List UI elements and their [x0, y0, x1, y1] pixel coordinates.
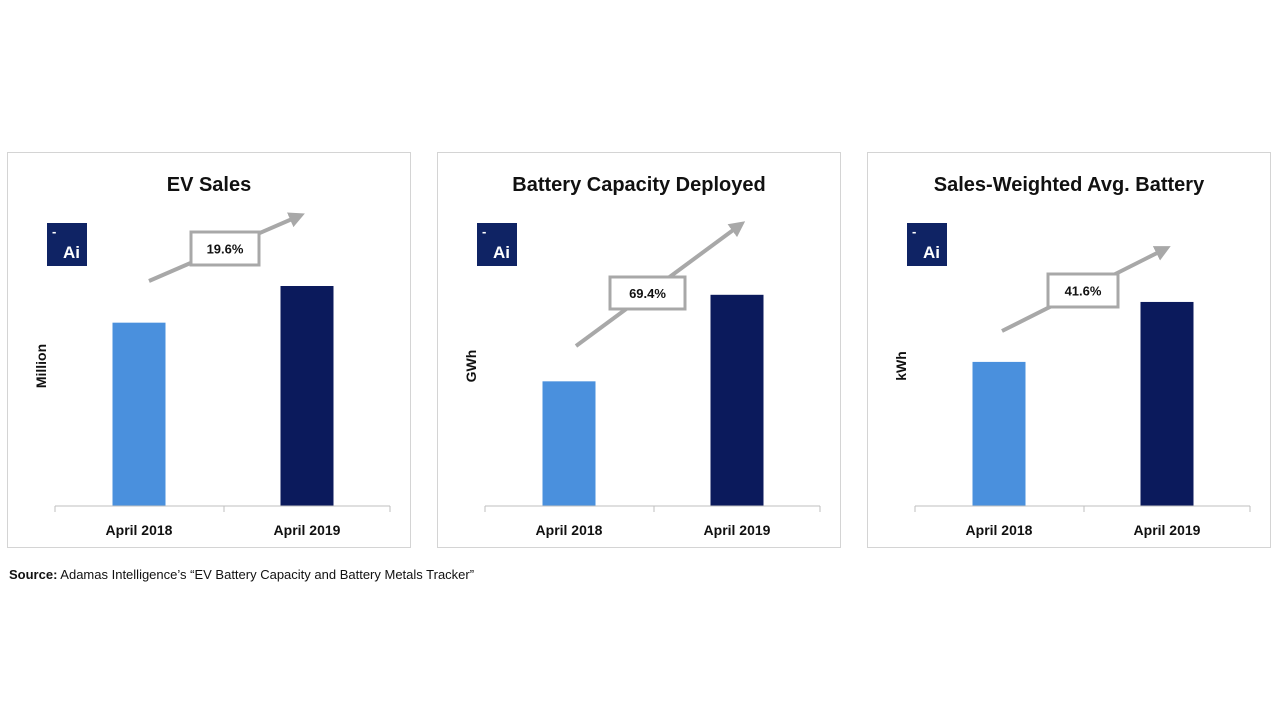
growth-label-box — [608, 275, 687, 311]
bar-april-2018 — [972, 361, 1026, 506]
chart-panel-ev-sales: EV Sales - Ai Million April 2018 April 2019 19… — [7, 152, 411, 548]
x-tick-label: April 2019 — [274, 522, 341, 538]
ai-logo: -Ai — [477, 223, 517, 266]
chart-panel-avg-battery: Sales-Weighted Avg. Battery - Ai kWh April 2… — [867, 152, 1271, 548]
source-note: Source: Adamas Intelligence’s “EV Batter… — [9, 567, 474, 582]
chart-ev-sales: EV Sales -Ai Million April 2018 April 2019 19… — [33, 174, 391, 538]
growth-label-box — [1046, 272, 1120, 309]
growth-label: 19.6% — [207, 242, 244, 257]
chart-battery-capacity: Battery Capacity Deployed -Ai GWh April 201… — [463, 174, 821, 538]
chart-panel-battery-capacity: Battery Capacity Deployed - Ai GWh April 201… — [437, 152, 841, 548]
x-tick-label: April 2019 — [1134, 522, 1201, 538]
ai-logo-dash: - — [912, 224, 916, 239]
chart-title: EV Sales — [167, 174, 252, 196]
ai-logo-background — [47, 223, 87, 266]
ai-logo: -Ai — [47, 223, 87, 266]
x-tick-label: April 2018 — [966, 522, 1033, 538]
y-axis-label: kWh — [893, 351, 909, 381]
x-tick-label: April 2018 — [536, 522, 603, 538]
ai-logo-background — [477, 223, 517, 266]
bar-april-2019 — [280, 286, 334, 506]
ai-logo-text: Ai — [63, 243, 80, 262]
x-tick-label: April 2019 — [704, 522, 771, 538]
chart-title: Battery Capacity Deployed — [512, 174, 765, 196]
source-text: Adamas Intelligence’s “EV Battery Capaci… — [57, 567, 475, 582]
growth-label: 41.6% — [1065, 284, 1102, 299]
bar-april-2019 — [1140, 301, 1194, 506]
y-axis-label: Million — [33, 344, 49, 388]
bar-april-2019 — [710, 294, 764, 506]
ai-logo-background — [907, 223, 947, 266]
ai-logo-text: Ai — [493, 243, 510, 262]
x-tick-label: April 2018 — [106, 522, 173, 538]
ai-logo-dash: - — [482, 224, 486, 239]
bar-april-2018 — [112, 322, 166, 506]
ai-logo-text: Ai — [923, 243, 940, 262]
ai-logo-dash: - — [52, 224, 56, 239]
source-label: Source: — [9, 567, 58, 582]
growth-label: 69.4% — [629, 286, 666, 301]
y-axis-label: GWh — [463, 350, 479, 383]
bar-april-2018 — [542, 381, 596, 506]
chart-title: Sales-Weighted Avg. Battery — [934, 174, 1205, 196]
chart-avg-battery: Sales-Weighted Avg. Battery -Ai kWh April 2… — [893, 174, 1251, 538]
growth-label-box — [189, 230, 261, 267]
ai-logo: -Ai — [907, 223, 947, 266]
